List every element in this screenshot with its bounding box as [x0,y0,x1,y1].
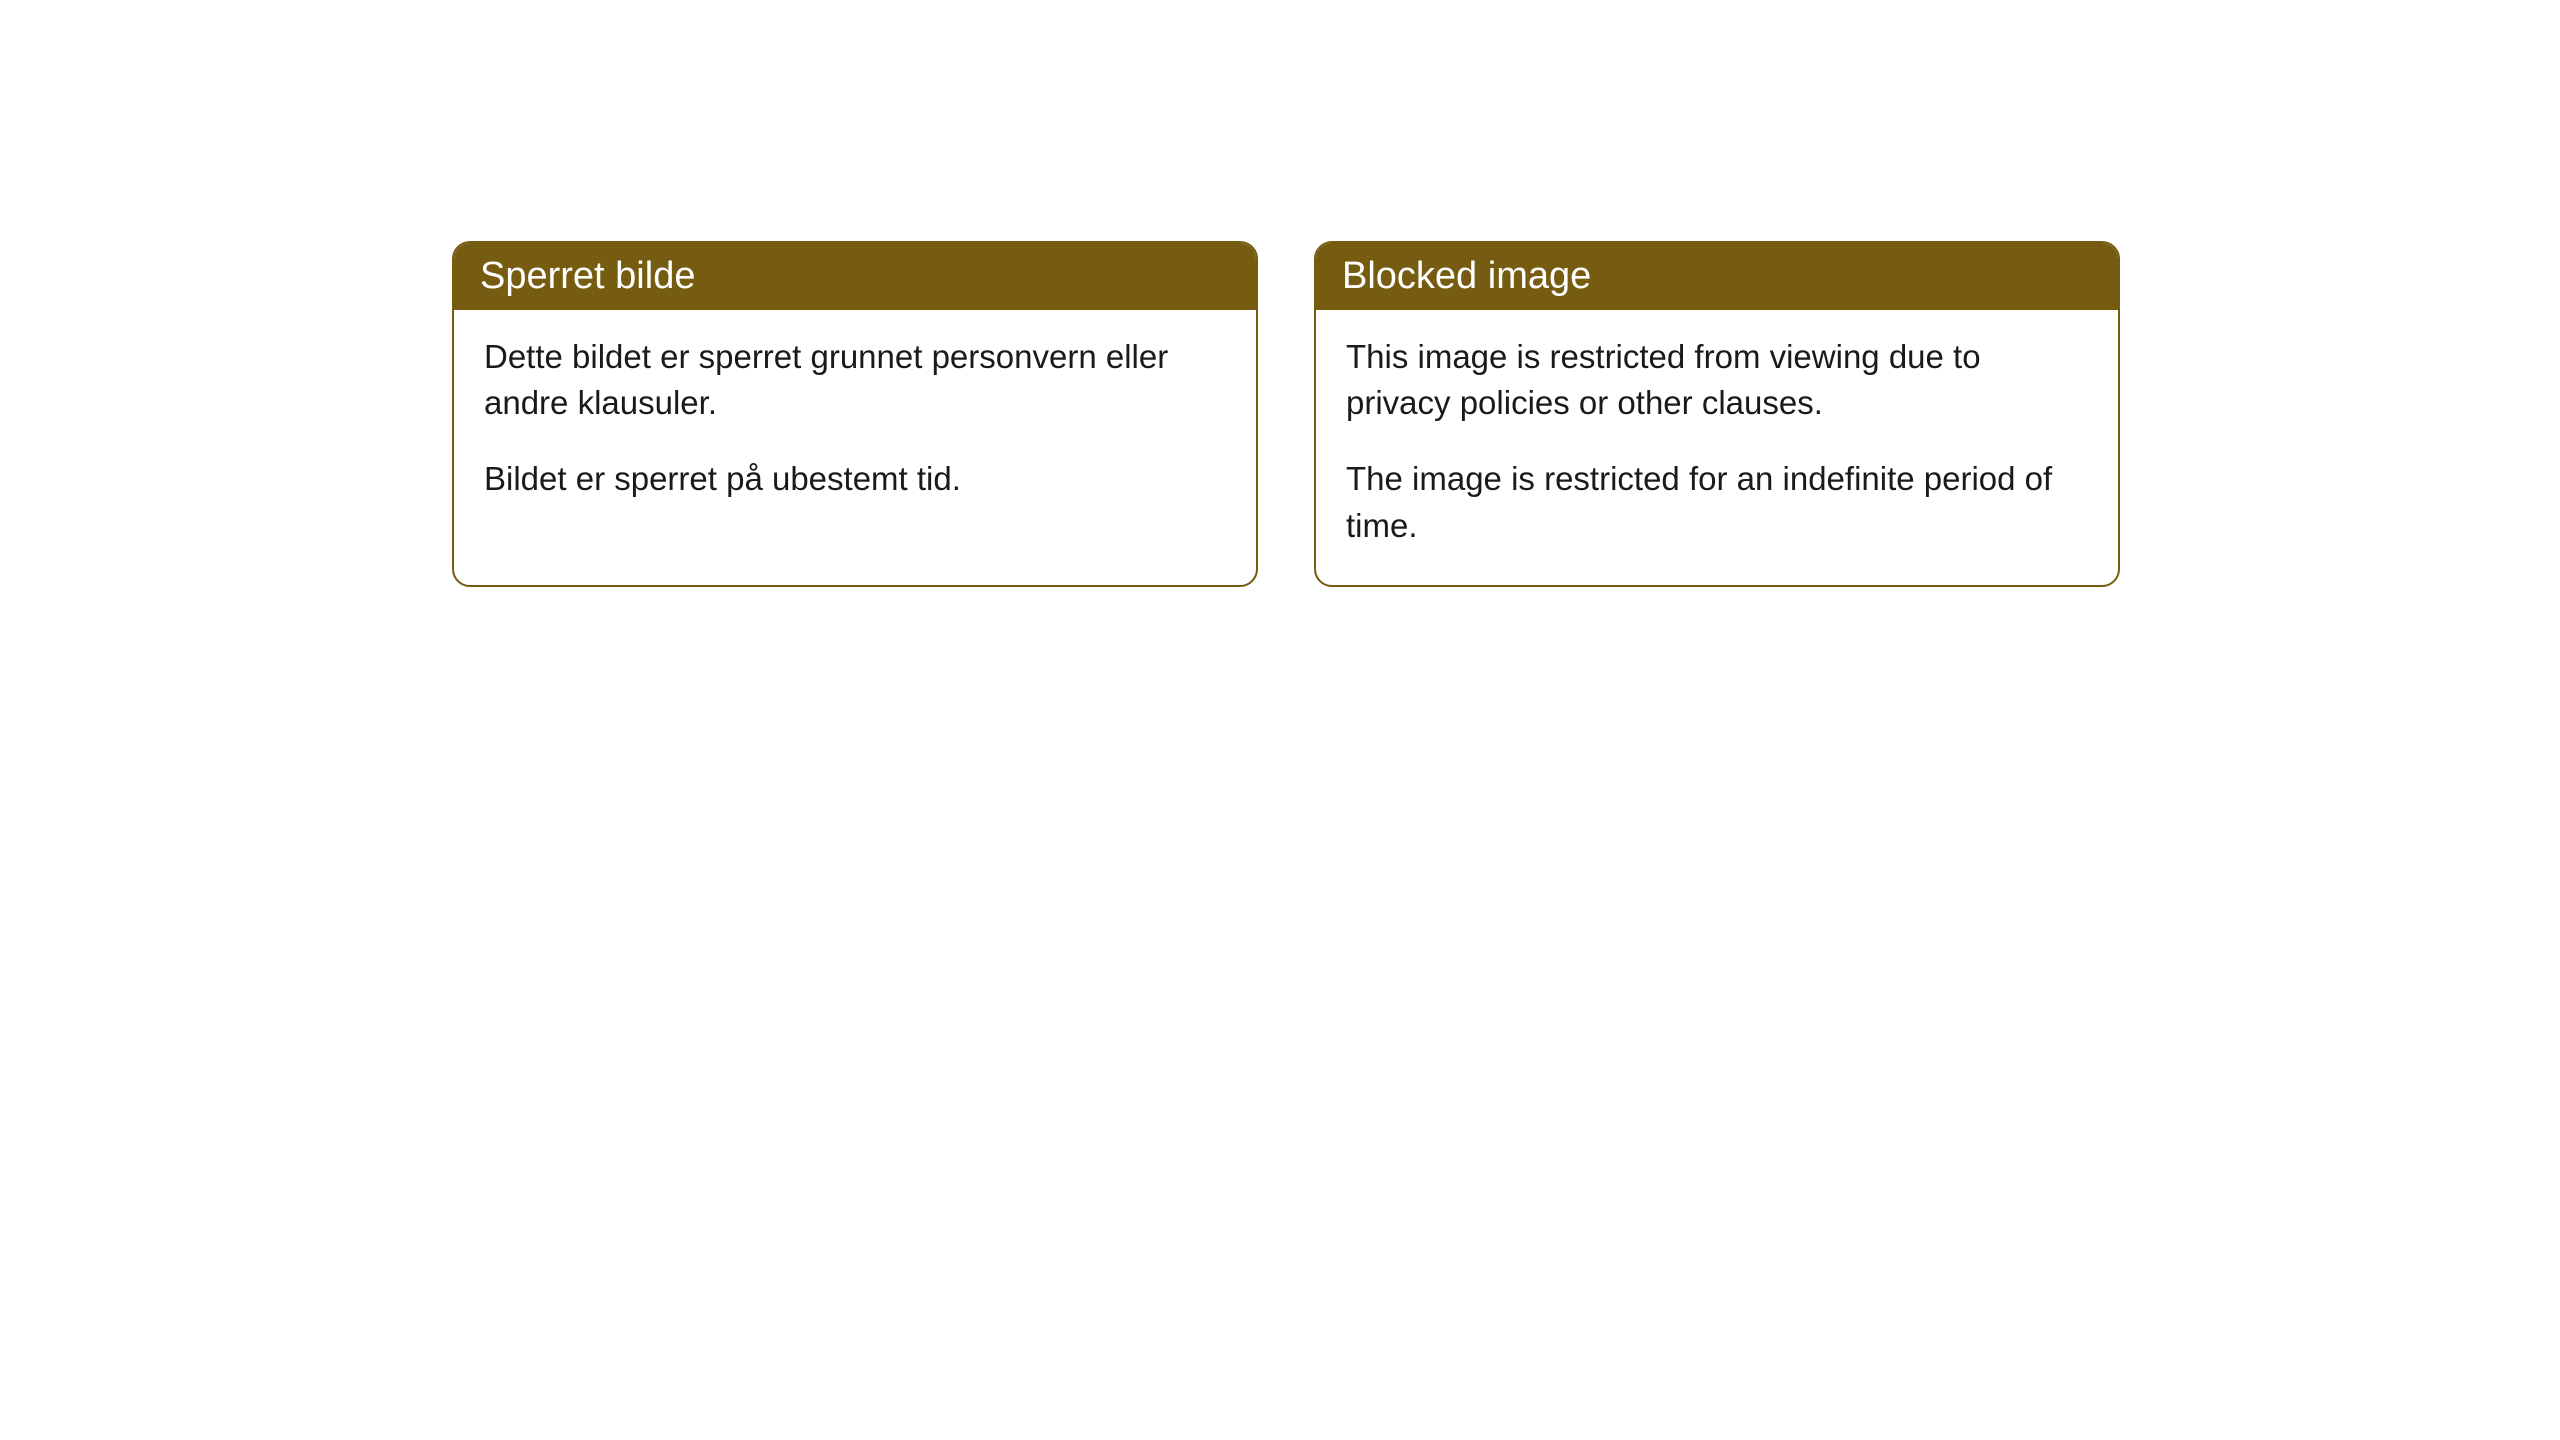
card-title: Blocked image [1342,255,1591,297]
card-header: Blocked image [1316,243,2118,310]
card-paragraph-2: Bildet er sperret på ubestemt tid. [484,456,1226,502]
card-body: This image is restricted from viewing du… [1316,310,2118,585]
card-paragraph-1: This image is restricted from viewing du… [1346,334,2088,426]
card-paragraph-2: The image is restricted for an indefinit… [1346,456,2088,548]
card-title: Sperret bilde [480,255,695,297]
notice-card-english: Blocked image This image is restricted f… [1314,241,2120,587]
card-header: Sperret bilde [454,243,1256,310]
card-body: Dette bildet er sperret grunnet personve… [454,310,1256,539]
notice-card-norwegian: Sperret bilde Dette bildet er sperret gr… [452,241,1258,587]
notice-cards-container: Sperret bilde Dette bildet er sperret gr… [452,241,2120,587]
card-paragraph-1: Dette bildet er sperret grunnet personve… [484,334,1226,426]
